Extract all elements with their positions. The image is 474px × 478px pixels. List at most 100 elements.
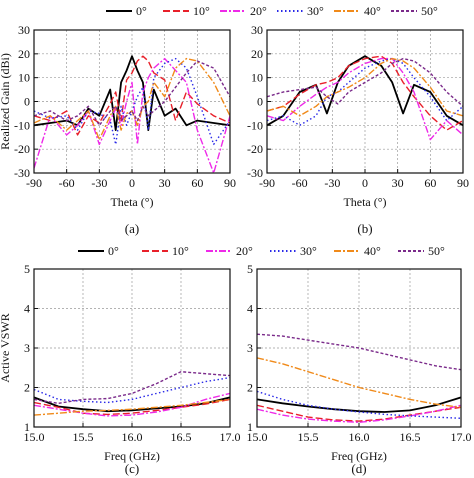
x-tick-label-6: 90: [224, 176, 236, 190]
x-tick-label-4: 17.0: [451, 430, 472, 444]
legend-label-4: 40°: [364, 244, 381, 258]
y-tick-label-4: 5: [24, 262, 30, 276]
x-tick-label-3: 0: [362, 176, 368, 190]
y-tick-label-0: 1: [24, 420, 30, 434]
x-tick-label-4: 17.0: [220, 430, 241, 444]
legend-label-0: 0°: [108, 244, 119, 258]
panel-caption: (c): [125, 461, 139, 476]
x-tick-label-6: 90: [457, 176, 469, 190]
series-line-2: [257, 404, 461, 423]
legend-label-2: 20°: [236, 244, 253, 258]
x-tick-label-2: 16.0: [122, 430, 143, 444]
legend-label-5: 50°: [421, 4, 438, 18]
x-tick-label-2: -30: [91, 176, 107, 190]
x-axis-label: Theta (°): [343, 195, 386, 209]
series-line-0: [267, 55, 463, 127]
y-tick-label-2: -10: [247, 118, 263, 132]
series-group: [257, 333, 461, 423]
y-tick-label-6: 30: [251, 23, 263, 37]
x-tick-label-1: 15.5: [298, 430, 319, 444]
series-line-2: [267, 57, 463, 141]
x-tick-label-0: 15.0: [247, 430, 268, 444]
legend-label-1: 10°: [193, 4, 210, 18]
series-line-0: [34, 396, 230, 413]
series-line-2: [34, 392, 230, 417]
y-tick-label-5: 20: [18, 47, 30, 61]
x-tick-label-4: 30: [159, 176, 171, 190]
series-line-1: [267, 55, 463, 131]
series-line-5: [257, 333, 461, 371]
series-line-0: [257, 396, 461, 413]
series-line-5: [34, 60, 230, 127]
x-tick-label-5: 60: [191, 176, 203, 190]
y-tick-label-2: 3: [247, 341, 253, 355]
legend-label-2: 20°: [250, 4, 267, 18]
y-tick-label-2: 3: [24, 341, 30, 355]
y-tick-label-1: 2: [24, 381, 30, 395]
series-line-4: [34, 398, 230, 416]
panel-caption: (d): [351, 461, 366, 476]
x-tick-label-0: -90: [259, 176, 275, 190]
series-line-5: [267, 57, 463, 107]
x-tick-label-2: -30: [324, 176, 340, 190]
y-tick-label-0: -30: [14, 166, 30, 180]
y-tick-label-0: -30: [247, 166, 263, 180]
x-tick-label-1: -60: [292, 176, 308, 190]
panel-d: 15.0 15.5 16.0 16.5 17.0 1 2 3 4 5 Freq (GHz)(d): [247, 262, 472, 476]
x-tick-label-3: 16.5: [400, 430, 421, 444]
legend-label-5: 50°: [428, 244, 445, 258]
y-tick-label-4: 5: [247, 262, 253, 276]
x-tick-label-1: -60: [59, 176, 75, 190]
legend-label-0: 0°: [136, 4, 147, 18]
legend-bottom: 0° 10° 20° 30° 40° 50°: [78, 244, 445, 258]
y-tick-label-5: 20: [251, 47, 263, 61]
series-group: [267, 55, 463, 141]
y-tick-label-1: -20: [14, 142, 30, 156]
y-tick-label-3: 0: [24, 95, 30, 109]
y-tick-label-4: 10: [18, 71, 30, 85]
legend-label-1: 10°: [172, 244, 189, 258]
x-tick-label-4: 30: [392, 176, 404, 190]
x-tick-label-2: 16.0: [349, 430, 370, 444]
series-line-3: [34, 376, 230, 404]
y-axis-label: Realized Gain (dBi): [0, 53, 12, 150]
series-line-4: [257, 357, 461, 408]
x-tick-label-3: 0: [129, 176, 135, 190]
series-line-3: [267, 57, 463, 127]
x-axis-label: Theta (°): [110, 195, 153, 209]
x-tick-label-3: 16.5: [171, 430, 192, 444]
legend-top: 0° 10° 20° 30° 40° 50°: [106, 4, 438, 18]
panel-caption: (a): [125, 221, 139, 236]
y-tick-label-6: 30: [18, 23, 30, 37]
y-tick-label-1: 2: [247, 381, 253, 395]
legend-label-3: 30°: [300, 244, 317, 258]
legend-label-3: 30°: [307, 4, 324, 18]
y-tick-label-3: 0: [257, 95, 263, 109]
y-tick-label-3: 4: [24, 302, 30, 316]
y-tick-label-1: -20: [247, 142, 263, 156]
series-group: [34, 55, 230, 173]
legend-label-4: 40°: [364, 4, 381, 18]
panel-b: -90 -60 -30 0 30 60 90 -30 -20 -10 0 10 20 30 Theta (°…: [247, 23, 469, 236]
y-axis-label: Active VSWR: [0, 313, 12, 382]
series-line-3: [257, 390, 461, 419]
y-tick-label-0: 1: [247, 420, 253, 434]
panel-c: 15.0 15.5 16.0 16.5 17.0 1 2 3 4 5 Freq (GHz) Activ…: [0, 262, 241, 476]
panel-a: -90 -60 -30 0 30 60 90 -30 -20 -10 0 10 20 30 Theta (°…: [0, 23, 236, 236]
series-line-1: [34, 55, 230, 136]
series-group: [34, 371, 230, 417]
series-line-4: [34, 57, 230, 141]
x-tick-label-0: -90: [26, 176, 42, 190]
x-axis-label: Freq (GHz): [104, 449, 160, 463]
x-tick-label-1: 15.5: [73, 430, 94, 444]
x-tick-label-5: 60: [424, 176, 436, 190]
y-tick-label-2: -10: [14, 118, 30, 132]
x-tick-label-0: 15.0: [24, 430, 45, 444]
y-tick-label-4: 10: [251, 71, 263, 85]
x-axis-label: Freq (GHz): [331, 449, 387, 463]
series-line-4: [267, 57, 463, 117]
y-tick-label-3: 4: [247, 302, 253, 316]
series-line-1: [34, 398, 230, 416]
panel-caption: (b): [357, 221, 372, 236]
